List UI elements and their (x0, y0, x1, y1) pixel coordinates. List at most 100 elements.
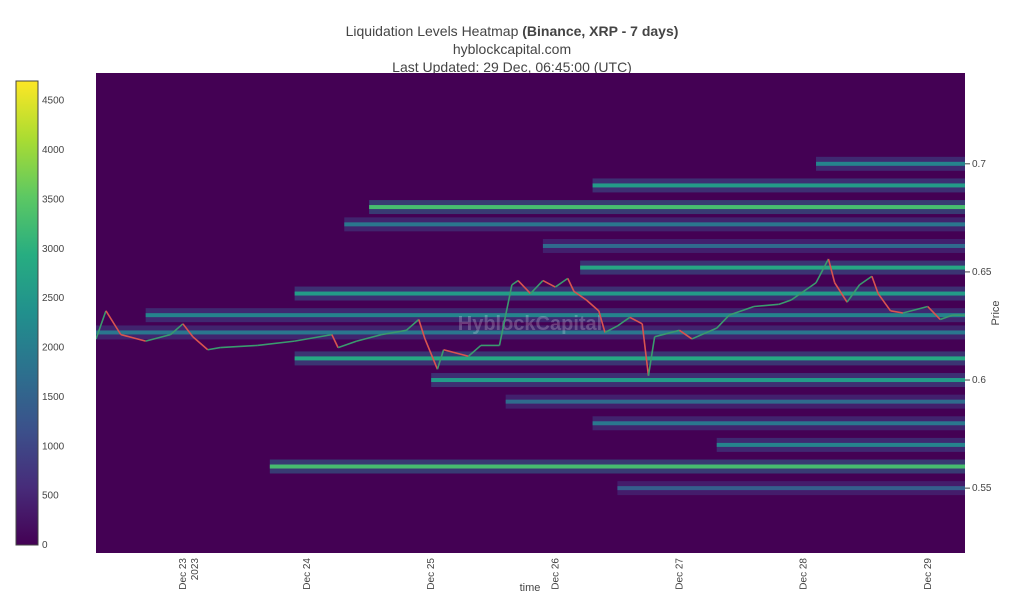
price-segment (890, 310, 904, 314)
liquidation-band (580, 265, 965, 270)
liquidation-band (145, 313, 965, 318)
price-segment (356, 333, 382, 342)
x-axis: Dec 23 2023 Dec 24 Dec 25 Dec 26 Dec 27 Dec 28… (178, 558, 934, 590)
price-segment (654, 329, 680, 338)
liquidation-band (505, 399, 965, 404)
price-segment (337, 340, 357, 349)
price-segment (567, 278, 575, 292)
x-tick-label: Dec 23 (178, 558, 189, 590)
price-series (96, 258, 965, 376)
price-segment (585, 299, 600, 312)
price-segment (939, 314, 953, 321)
colorbar-tick-label: 2000 (42, 343, 65, 354)
price-segment (443, 348, 469, 358)
price-segment (192, 336, 209, 351)
price-segment (846, 284, 861, 303)
price-segment (598, 310, 606, 333)
colorbar-tick-label: 4000 (42, 145, 65, 156)
x-tick-label: Dec 26 (550, 558, 561, 590)
y-tick-label: 0.65 (972, 267, 992, 278)
chart-title-prefix: Liquidation Levels Heatmap (345, 23, 523, 39)
y-axis: 0.55 0.6 0.65 0.7 (965, 159, 992, 494)
liquidation-band (592, 183, 965, 188)
price-segment (498, 315, 507, 346)
colorbar-tick-label: 500 (42, 491, 59, 502)
liquidation-band (617, 486, 965, 491)
price-segment (294, 333, 333, 342)
price-segment (436, 349, 445, 370)
price-segment (381, 329, 407, 336)
liquidation-band (716, 442, 965, 447)
price-segment (511, 279, 519, 286)
colorbar-tick-label: 0 (42, 540, 48, 551)
liquidation-band (369, 205, 965, 210)
x-axis-title: time (520, 582, 541, 594)
colorbar: 0 500 1000 1500 2000 2500 3000 3500 4000 4500 (15, 80, 65, 551)
price-segment (169, 323, 184, 336)
colorbar-tick-label: 3000 (42, 244, 65, 255)
liquidation-band (542, 243, 965, 248)
price-segment (859, 275, 873, 286)
liquidation-band (96, 330, 965, 335)
price-segment (331, 334, 339, 348)
liquidation-band (294, 291, 965, 296)
y-tick-label: 0.7 (972, 159, 986, 170)
colorbar-tick-label: 1500 (42, 392, 65, 403)
price-segment (728, 305, 755, 316)
price-segment (120, 333, 146, 342)
liquidation-bands (96, 156, 965, 496)
price-segment (877, 293, 892, 312)
x-tick-label: Dec 24 (302, 558, 313, 590)
price-segment (641, 323, 650, 376)
x-tick-label: Dec 28 (799, 558, 810, 590)
price-segment (96, 310, 107, 340)
last-updated-text: Last Updated: 29 Dec, 06:45:00 (UTC) (392, 59, 632, 75)
price-segment (542, 279, 556, 288)
chart-title: Liquidation Levels Heatmap (Binance, XRP… (0, 22, 1024, 40)
colorbar-gradient (15, 80, 39, 546)
price-segment (647, 336, 656, 376)
price-segment (691, 327, 718, 340)
colorbar-tick-label: 4500 (42, 96, 65, 107)
price-segment (604, 325, 618, 334)
chart-title-block: Liquidation Levels Heatmap (Binance, XRP… (0, 22, 1024, 76)
liquidation-band (816, 161, 965, 166)
x-tick-sublabel: 2023 (190, 558, 201, 581)
price-segment (517, 280, 532, 295)
price-segment (629, 316, 643, 325)
price-segment (182, 323, 194, 338)
colorbar-tick-label: 2500 (42, 293, 65, 304)
price-segment (529, 280, 544, 295)
price-segment (405, 318, 420, 331)
price-segment (871, 275, 879, 294)
x-tick-label: Dec 27 (674, 558, 685, 590)
price-segment (554, 277, 569, 288)
y-tick-label: 0.6 (972, 375, 986, 386)
price-segment (573, 290, 587, 301)
price-segment (220, 344, 258, 349)
price-segment (790, 290, 805, 301)
x-tick-label: Dec 29 (923, 558, 934, 590)
colorbar-tick-label: 1000 (42, 441, 65, 452)
liquidation-band (269, 464, 965, 469)
colorbar-tick-label: 3500 (42, 194, 65, 205)
price-segment (778, 299, 792, 306)
price-segment (105, 310, 122, 336)
y-axis-title: Price (990, 300, 1002, 325)
price-segment (257, 340, 295, 347)
liquidation-band (431, 378, 965, 383)
price-segment (504, 284, 513, 316)
price-segment (418, 319, 426, 340)
price-segment (827, 258, 836, 283)
liquidation-band (344, 222, 965, 227)
price-segment (679, 329, 693, 340)
chart-title-bold: (Binance, XRP - 7 days) (522, 23, 679, 39)
price-segment (467, 344, 482, 357)
x-tick-label: Dec 25 (426, 558, 437, 590)
liquidation-band (294, 356, 965, 361)
price-segment (902, 305, 928, 314)
price-segment (616, 316, 631, 327)
price-segment (803, 282, 817, 293)
price-segment (753, 303, 779, 308)
